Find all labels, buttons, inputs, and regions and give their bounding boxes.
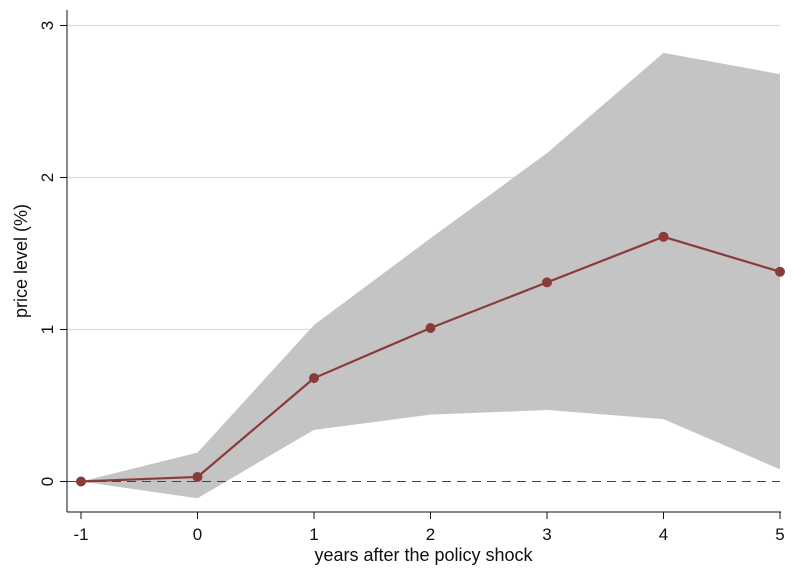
series-group: [76, 231, 785, 487]
x-tick-label: 4: [659, 525, 668, 544]
x-tick-label: 5: [775, 525, 784, 544]
data-point-1: [309, 373, 319, 384]
data-point-0: [192, 471, 203, 482]
data-point-5: [775, 266, 785, 277]
y-tick-label: 2: [38, 173, 57, 182]
y-tick-label: 1: [38, 325, 57, 334]
x-tick-label: 0: [193, 525, 202, 544]
axes: [66, 10, 781, 513]
data-point-3: [542, 277, 552, 288]
data-point-4: [658, 231, 669, 242]
confidence-band: [81, 52, 780, 499]
data-point-2: [425, 322, 436, 333]
x-axis-ticks: -1 0 1 2 3 4 5: [73, 512, 785, 544]
x-tick-label: 1: [309, 525, 318, 544]
y-tick-label: 0: [38, 477, 57, 486]
x-tick-label: -1: [73, 525, 88, 544]
data-point--1: [76, 476, 86, 487]
y-axis-label: price level (%): [11, 204, 31, 318]
x-tick-label: 3: [542, 525, 551, 544]
x-tick-label: 2: [426, 525, 435, 544]
y-axis-ticks: 0 1 2 3: [38, 21, 67, 486]
x-axis-label: years after the policy shock: [314, 545, 533, 565]
confidence-band-area: [81, 52, 780, 499]
y-tick-label: 3: [38, 21, 57, 30]
